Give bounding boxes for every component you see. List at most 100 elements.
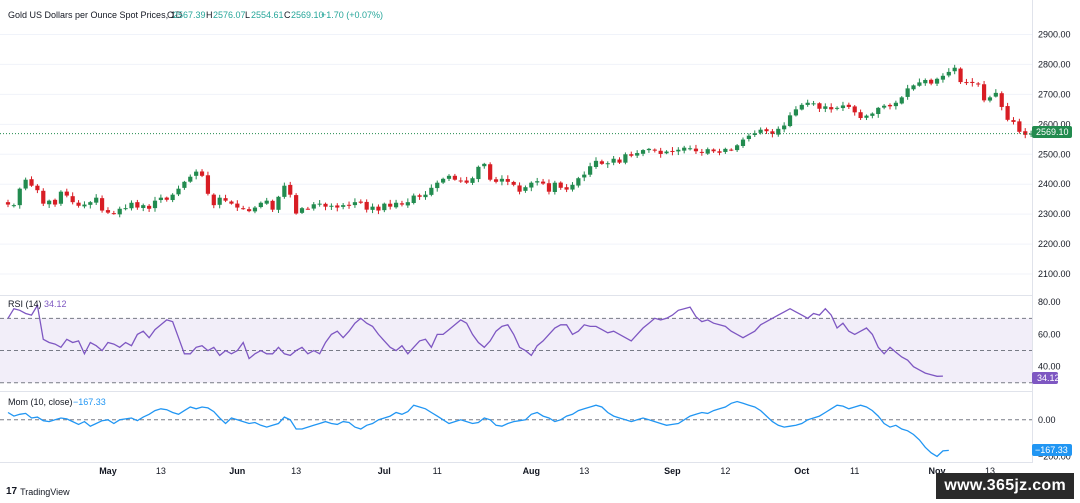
rsi-tick-label: 80.00 [1038,297,1061,307]
candle-body [758,129,763,133]
candle-body [540,181,546,184]
candle-body [123,208,128,210]
candle [940,73,946,83]
candle [299,207,305,214]
candle-body [135,202,140,208]
candle-body [288,184,293,195]
legend-open-value: 2567.39 [173,10,206,20]
candle-body [1023,131,1028,135]
candle [593,157,599,169]
candle [646,147,652,153]
candle-body [523,187,528,191]
candle-body [976,83,981,85]
candle-body [623,154,628,163]
candle-body [264,200,269,204]
candle [805,99,810,107]
candle [840,101,846,112]
time-tick-label: 11 [433,466,442,476]
candle-body [199,171,205,176]
candle [270,199,275,212]
rsi-axis-ticks: 40.00 60.00 80.00 [1038,297,1061,371]
tradingview-logo-icon: 17 [6,486,18,497]
candle-body [170,194,175,201]
candle-body [241,208,246,210]
candle [323,202,328,211]
candle-body [164,197,169,200]
candle [11,203,16,208]
candle-body [52,199,58,205]
candle [382,202,387,213]
candle-body [970,81,975,83]
candle [546,179,552,195]
candle [929,78,934,86]
candle-body [705,149,710,154]
candle-body [911,85,916,90]
mom-legend-name: Mom (10, close) [8,397,73,407]
candle [199,169,205,178]
candle [682,145,687,154]
candle [858,109,863,120]
mom-tick-label-partial: −200.00 [1038,451,1071,461]
candle [358,199,363,204]
candle [476,165,481,183]
candle [576,176,581,188]
candle-body [341,205,346,207]
legend-high-label: H [206,10,213,20]
candle-body [999,93,1004,107]
candle [399,200,405,207]
momentum-line [7,400,949,458]
candle-body [141,205,146,208]
candle-body [582,174,587,178]
candle [493,176,499,184]
candle-body [82,204,87,207]
candle [876,106,881,118]
mom-badge: −167.33 [1035,445,1068,455]
candle-body [952,67,957,72]
candle-body [605,163,610,165]
candle [188,174,193,183]
candle [47,199,52,208]
candle-body [964,82,969,84]
candle-body [517,185,522,192]
candle [782,122,787,133]
candle [411,193,416,205]
candle [911,84,916,91]
candle-body [464,180,469,183]
candle-body [47,200,52,205]
candle [499,175,505,186]
candle [723,147,728,154]
candle [905,84,910,100]
candle [629,151,634,158]
candle [129,200,134,211]
candle [870,112,875,119]
candle [99,195,105,213]
candle-body [129,202,134,209]
candle [135,199,140,210]
candle [311,202,316,211]
candle [170,193,175,203]
candle-body [899,97,904,104]
candle [570,182,575,192]
time-tick-label: Jun [229,466,245,476]
candle [564,184,569,193]
candle-body [411,195,416,204]
candle [511,180,516,187]
candle-body [270,200,275,210]
candle-body [682,147,687,151]
candle [370,203,375,214]
candle-body [276,196,281,210]
tradingview-logo[interactable]: 17 TradingView [6,486,70,497]
candle [623,152,628,165]
legend-change: +1.70 (+0.07%) [321,10,383,20]
time-tick-label: 13 [156,466,166,476]
candle-body [958,68,963,83]
candle-body [887,104,893,107]
candle [141,203,146,212]
candle-body [929,79,934,84]
candle [452,173,457,181]
candle [335,203,340,212]
candle [241,205,246,210]
candle-body [393,202,399,208]
candle [893,100,898,110]
candle-body [5,202,11,205]
